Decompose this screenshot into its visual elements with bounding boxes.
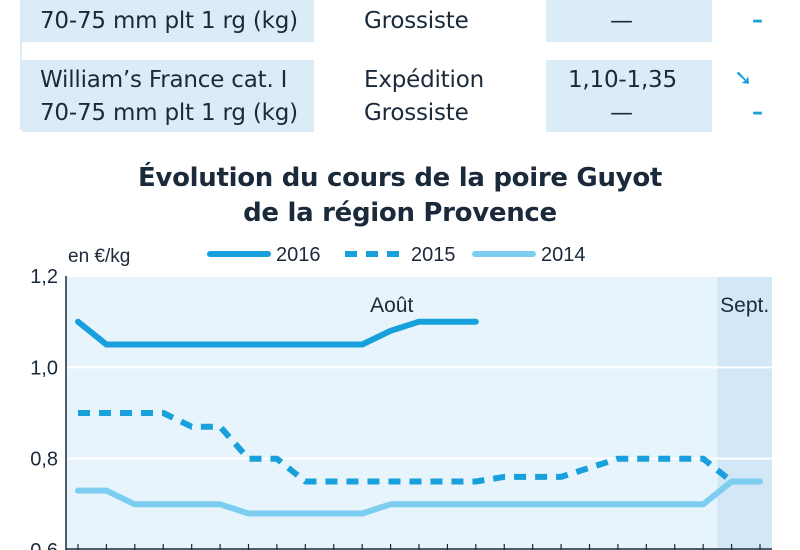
product-line-1: William’s France cat. I: [40, 67, 288, 93]
trend-cell: –: [712, 0, 800, 42]
y-tick-label: 1,2: [30, 266, 58, 288]
price-line-2: —: [610, 100, 633, 126]
market-line-1: Expédition: [364, 67, 484, 93]
price-line-1: 1,10-1,35: [568, 67, 677, 93]
chart-subtitle: de la région Provence: [243, 198, 557, 228]
price-table: 70-75 mm plt 1 rg (kg) Grossiste — – Wil…: [0, 0, 800, 135]
period-label: Août: [370, 294, 413, 317]
trend-cell: ➘ –: [712, 60, 800, 132]
market-cell: Expédition Grossiste: [314, 60, 546, 132]
table-left-rule: [20, 0, 22, 130]
y-tick-label: 0,6: [30, 540, 58, 550]
series-line-2016: [75, 318, 479, 348]
y-tick-label: 0,8: [30, 449, 58, 471]
table-row: William’s France cat. I 70-75 mm plt 1 r…: [0, 60, 800, 132]
product-cell: William’s France cat. I 70-75 mm plt 1 r…: [22, 60, 314, 132]
legend-label-2016: 2016: [276, 244, 321, 266]
table-row: 70-75 mm plt 1 rg (kg) Grossiste — –: [0, 0, 800, 42]
legend-label-2014: 2014: [541, 244, 586, 266]
market-cell: Grossiste: [314, 0, 546, 42]
series-line-2014: [75, 478, 763, 517]
market-line-2: Grossiste: [364, 8, 469, 34]
market-line-2: Grossiste: [364, 100, 469, 126]
trend-stable-icon: –: [752, 8, 763, 33]
price-cell: 1,10-1,35 —: [546, 60, 712, 132]
trend-stable-icon: –: [752, 100, 763, 125]
trend-down-icon: ➘: [734, 66, 753, 91]
period-shade: [717, 276, 772, 550]
legend-label-2015: 2015: [411, 244, 456, 266]
period-label: Sept.: [720, 294, 769, 317]
plot-area: Août Sept.: [66, 275, 772, 550]
y-tick-label: 1,0: [30, 357, 58, 379]
axes: 0,6 0,8 1,0 1,2 en €/kg: [30, 246, 772, 550]
product-line-2: 70-75 mm plt 1 rg (kg): [40, 100, 298, 126]
chart-title: Évolution du cours de la poire Guyot: [137, 163, 663, 193]
legend: 2016 2015 2014: [207, 244, 586, 266]
product-cell: 70-75 mm plt 1 rg (kg): [22, 0, 314, 42]
price-cell: —: [546, 0, 712, 42]
product-line-2: 70-75 mm plt 1 rg (kg): [40, 8, 298, 34]
y-axis-label: en €/kg: [68, 246, 130, 267]
price-line-2: —: [610, 8, 633, 34]
series-line-2015: [78, 410, 760, 485]
plot-background: [66, 276, 772, 550]
